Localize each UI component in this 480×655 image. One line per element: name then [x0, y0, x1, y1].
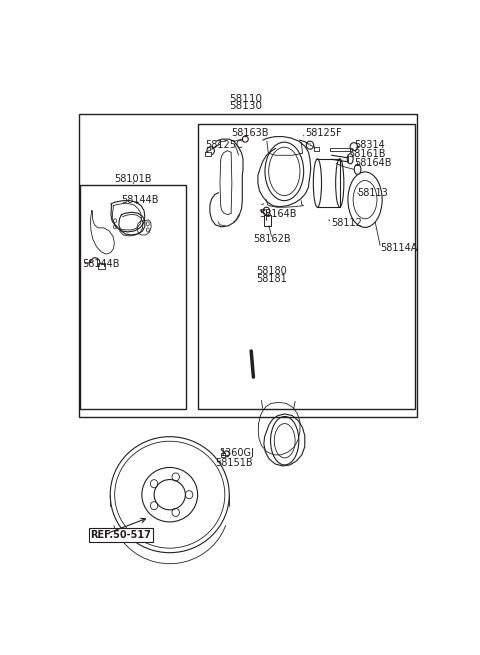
- Text: 58144B: 58144B: [121, 195, 159, 204]
- Ellipse shape: [350, 143, 358, 151]
- Text: 58101B: 58101B: [115, 174, 152, 185]
- Ellipse shape: [207, 147, 215, 155]
- Bar: [198, 124, 415, 409]
- Text: 58110: 58110: [229, 94, 263, 103]
- Text: 58144B: 58144B: [83, 259, 120, 269]
- Bar: [81, 185, 186, 409]
- Text: 58181: 58181: [257, 274, 288, 284]
- Bar: [221, 453, 225, 457]
- Text: 58162B: 58162B: [253, 234, 291, 244]
- Bar: [79, 114, 417, 417]
- Text: 58314: 58314: [354, 140, 384, 150]
- Ellipse shape: [242, 136, 248, 142]
- Text: 58125F: 58125F: [305, 128, 342, 138]
- Text: REF.50-517: REF.50-517: [91, 530, 151, 540]
- Text: 58130: 58130: [229, 101, 263, 111]
- Bar: [98, 263, 105, 269]
- Bar: [205, 152, 211, 156]
- Bar: [264, 215, 271, 226]
- Text: 58113: 58113: [358, 188, 388, 198]
- Text: 58151B: 58151B: [216, 458, 253, 468]
- Text: 58161B: 58161B: [348, 149, 386, 159]
- Ellipse shape: [306, 141, 314, 149]
- Ellipse shape: [224, 451, 229, 457]
- Bar: [330, 148, 352, 151]
- Text: 58164B: 58164B: [354, 158, 391, 168]
- Ellipse shape: [263, 207, 270, 215]
- Bar: [314, 147, 319, 151]
- Ellipse shape: [347, 154, 353, 164]
- Text: 1360GJ: 1360GJ: [220, 448, 255, 458]
- Text: 58164B: 58164B: [259, 209, 297, 219]
- Text: 58163B: 58163B: [231, 128, 268, 138]
- Ellipse shape: [354, 164, 361, 174]
- Text: 58180: 58180: [257, 267, 288, 276]
- Text: 58114A: 58114A: [381, 243, 418, 253]
- Text: 58112: 58112: [332, 218, 362, 228]
- Text: 58125C: 58125C: [205, 140, 243, 150]
